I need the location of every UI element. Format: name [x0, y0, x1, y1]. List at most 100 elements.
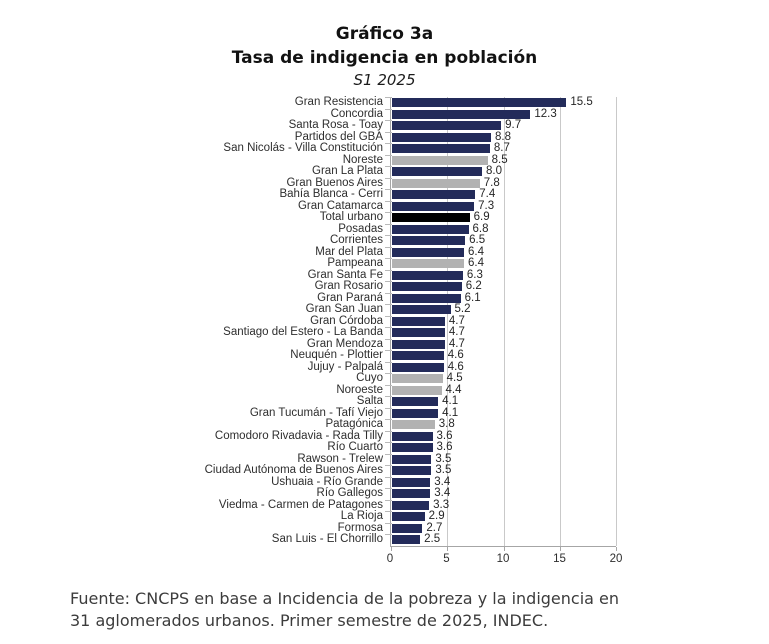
bar [392, 500, 430, 510]
bar-row: Patagónica 3.8 [171, 418, 631, 431]
category-tick [385, 120, 392, 132]
bar-cell: 4.5 [392, 372, 617, 385]
value-label: 8.8 [495, 130, 511, 143]
value-label: 12.3 [534, 107, 557, 120]
bar-chart: Gran Resistencia 15.5 Concordia 12.3 Santa R… [171, 96, 631, 571]
value-label: 6.1 [464, 291, 481, 304]
bar [392, 408, 439, 418]
value-label: 6.2 [465, 280, 482, 292]
category-label: Corrientes [329, 234, 383, 246]
value-label: 8.0 [486, 165, 502, 177]
bar-row: La Rioja 2.9 [171, 510, 631, 523]
category-label: Patagónica [325, 418, 383, 430]
category-tick [385, 430, 392, 443]
bar-row: Gran La Plata 8.0 [171, 165, 631, 178]
bar [392, 155, 488, 165]
bar-row: Ushuaia - Río Grande 3.4 [171, 476, 631, 489]
x-tick-label: 10 [496, 552, 510, 565]
bar-cell: 6.3 [392, 268, 617, 282]
category-label: Gran Mendoza [306, 337, 383, 350]
bar-cell: 3.6 [392, 441, 617, 454]
value-label: 6.3 [466, 268, 483, 281]
category-label: Gran Buenos Aires [286, 176, 383, 189]
bar-row: Concordia 12.3 [171, 107, 631, 121]
axis-tick [503, 546, 505, 551]
bar-row: Gran San Juan 5.2 [171, 303, 631, 316]
category-label: Mar del Plata [315, 245, 383, 258]
bar-row: Gran Mendoza 4.7 [171, 337, 631, 351]
category-label: Comodoro Rivadavia - Rada Tilly [214, 429, 383, 442]
bar-cell: 7.8 [392, 177, 617, 190]
bar-row: Partidos del GBA 8.8 [171, 130, 631, 144]
value-label: 5.2 [454, 303, 471, 315]
bar-row: Salta 4.1 [171, 395, 631, 408]
category-label: Jujuy - Palpalá [307, 360, 383, 373]
axis-tick [391, 546, 392, 551]
bar [392, 247, 464, 257]
value-label: 8.7 [493, 142, 510, 154]
value-label: 4.1 [442, 395, 459, 407]
axis-tick [616, 546, 617, 551]
category-tick [385, 350, 392, 362]
category-label: Río Cuarto [327, 441, 383, 453]
category-tick [385, 200, 392, 213]
bar-cell: 3.5 [392, 464, 617, 477]
bar [392, 339, 445, 349]
category-label: Concordia [330, 107, 383, 120]
axis-tick [559, 546, 561, 551]
category-tick [385, 246, 392, 259]
bar-cell: 3.4 [392, 487, 617, 500]
category-tick [385, 338, 392, 351]
bar [392, 167, 482, 177]
bar-cell: 6.4 [392, 245, 617, 259]
category-tick [385, 396, 392, 408]
category-label: Formosa [337, 521, 383, 534]
bar-cell: 6.4 [392, 257, 617, 270]
chart-header: Gráfico 3a Tasa de indigencia en poblaci… [0, 0, 769, 91]
bar-cell: 3.3 [392, 498, 617, 512]
bar-row: Viedma - Carmen de Patagones 3.3 [171, 498, 631, 512]
category-label: Partidos del GBA [294, 130, 383, 143]
bar [392, 466, 432, 476]
category-tick [385, 281, 392, 293]
value-label: 4.6 [447, 360, 464, 373]
bar-row: Posadas 6.8 [171, 222, 631, 236]
value-label: 6.4 [468, 257, 484, 269]
bar [392, 385, 442, 395]
category-tick [385, 442, 392, 454]
category-tick [385, 177, 392, 190]
bar [392, 523, 423, 533]
bar [392, 213, 470, 223]
bar-row: Neuquén - Plottier 4.6 [171, 349, 631, 362]
bar-row: Gran Buenos Aires 7.8 [171, 176, 631, 190]
bar-row: Rawson - Trelew 3.5 [171, 452, 631, 466]
category-tick [385, 166, 392, 178]
bar-row: Ciudad Autónoma de Buenos Aires 3.5 [171, 464, 631, 477]
bar-cell: 2.9 [392, 510, 617, 523]
category-label: Posadas [338, 222, 383, 235]
bar [392, 328, 445, 338]
value-label: 3.3 [433, 498, 450, 511]
bar [392, 316, 445, 326]
bar-row: Pampeana 6.4 [171, 257, 631, 270]
bar [392, 362, 444, 372]
category-label: Rawson - Trelew [297, 452, 383, 465]
category-tick [385, 476, 392, 489]
category-label: Gran San Juan [305, 303, 383, 315]
bar [392, 535, 421, 545]
value-label: 4.1 [442, 406, 459, 419]
category-tick [385, 131, 392, 144]
gridline [559, 97, 561, 546]
bar-cell: 3.6 [392, 430, 617, 443]
bar-cell: 15.5 [392, 96, 617, 109]
x-tick-label: 5 [443, 552, 450, 565]
bar-row: Gran Catamarca 7.3 [171, 200, 631, 213]
bar-row: Gran Tucumán - Tafí Viejo 4.1 [171, 406, 631, 420]
bar [392, 109, 531, 119]
category-tick [385, 488, 392, 500]
bar-row: Santiago del Estero - La Banda 4.7 [171, 326, 631, 339]
bar-row: Gran Santa Fe 6.3 [171, 268, 631, 282]
bar [392, 259, 464, 269]
value-label: 6.4 [468, 245, 484, 258]
value-label: 4.7 [448, 314, 465, 327]
